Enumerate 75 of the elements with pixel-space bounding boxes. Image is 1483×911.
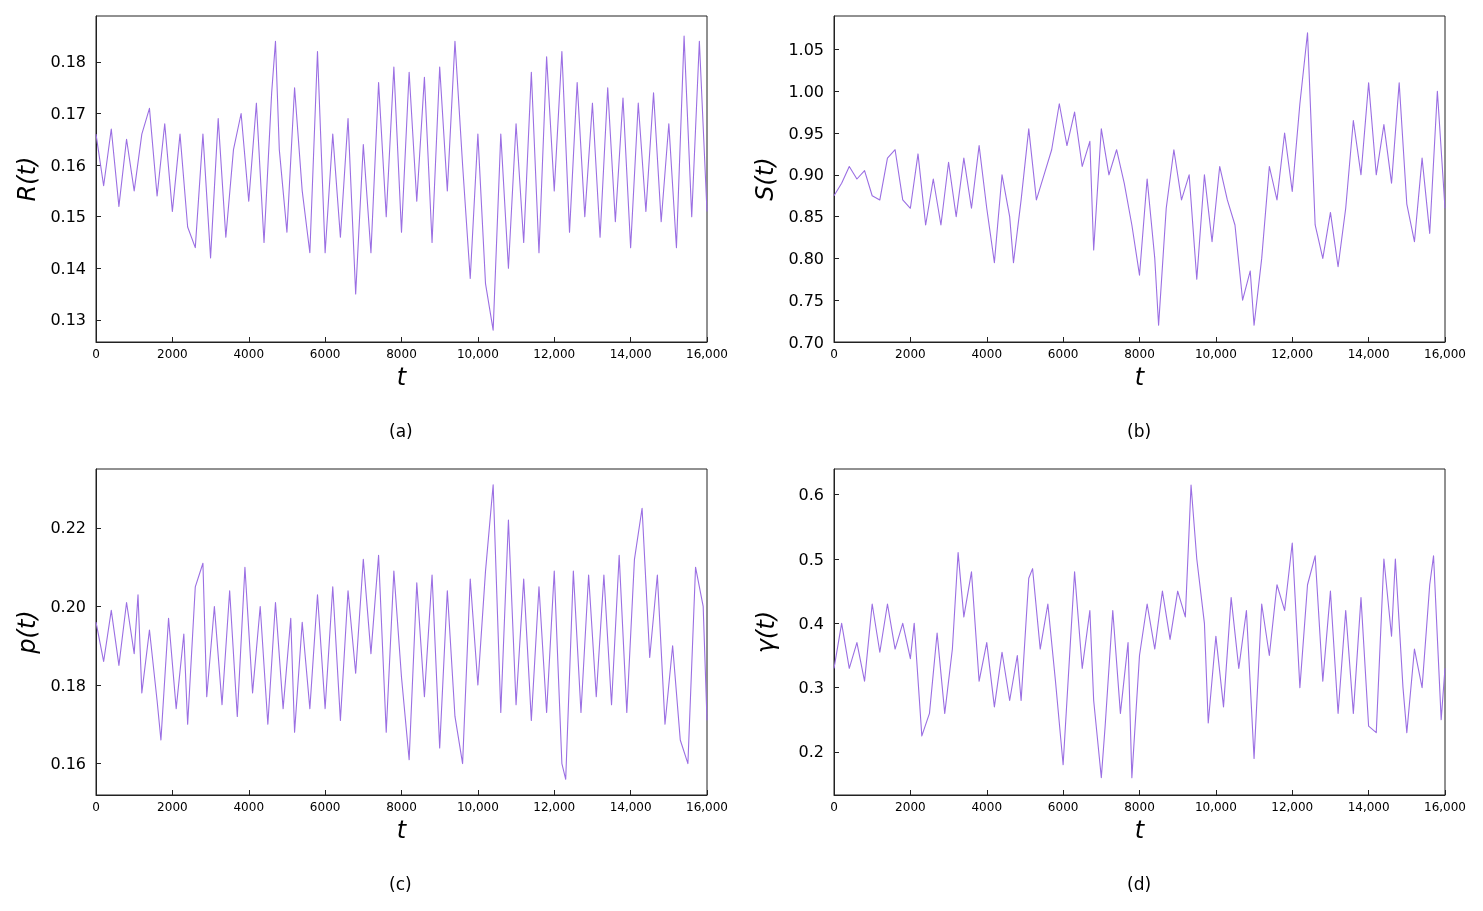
x-tick-label: 10,000	[1194, 800, 1237, 814]
y-tick-label: 0.13	[50, 310, 86, 330]
y-tick-label: 0.18	[50, 52, 86, 72]
x-tick-label: 6000	[309, 347, 341, 361]
y-tick-label: 0.2	[798, 742, 824, 762]
x-tick-label: 0	[92, 800, 100, 814]
y-tick-label: 0.16	[50, 155, 86, 175]
y-axis-title: p(t)	[13, 610, 42, 655]
x-tick-label: 2000	[157, 800, 188, 814]
x-tick-label: 16,000	[1424, 800, 1466, 814]
x-tick-label: 2000	[895, 800, 926, 814]
y-tick-label: 0.17	[50, 103, 86, 123]
x-tick-label: 6000	[1047, 800, 1079, 814]
x-tick-label: 10,000	[456, 800, 499, 814]
x-axis-title: t	[1134, 815, 1146, 844]
x-tick-label: 12,000	[533, 800, 576, 814]
x-tick-label: 4000	[233, 347, 265, 361]
x-tick-label: 0	[830, 800, 838, 814]
x-tick-label: 16,000	[686, 347, 728, 361]
y-tick-label: 0.20	[50, 596, 86, 616]
y-tick-label: 0.15	[50, 207, 86, 227]
y-tick-label: 0.80	[788, 248, 824, 268]
line-series	[95, 484, 708, 780]
y-tick-label: 0.16	[50, 754, 86, 774]
x-tick-label: 16,000	[1424, 347, 1466, 361]
text: (c)	[389, 873, 412, 894]
y-tick-label: 0.6	[798, 485, 824, 505]
x-tick-label: 8000	[1124, 347, 1155, 361]
x-tick-label: 4000	[233, 800, 265, 814]
text: (d)	[1127, 873, 1152, 894]
x-tick-label: 16,000	[686, 800, 728, 814]
y-axis-title: γ(t)	[752, 610, 780, 654]
y-tick-label: 0.4	[798, 613, 824, 633]
text: (b)	[1127, 420, 1152, 441]
x-tick-label: 12,000	[1271, 347, 1314, 361]
line-series	[95, 35, 708, 331]
x-tick-label: 2000	[895, 347, 926, 361]
x-tick-label: 10,000	[456, 347, 499, 361]
x-tick-label: 14,000	[609, 347, 652, 361]
y-tick-label: 0.18	[50, 675, 86, 695]
y-axis-title: S(t)	[751, 157, 780, 201]
x-tick-label: 12,000	[533, 347, 576, 361]
x-tick-label: 4000	[971, 347, 1003, 361]
x-axis-title: t	[1134, 362, 1146, 391]
y-tick-label: 0.3	[798, 678, 824, 698]
x-axis-title: t	[396, 362, 408, 391]
y-tick-label: 0.90	[788, 165, 824, 185]
y-tick-label: 0.14	[50, 258, 86, 278]
y-tick-label: 0.70	[788, 332, 824, 352]
x-tick-label: 6000	[1047, 347, 1079, 361]
x-tick-label: 14,000	[609, 800, 652, 814]
y-tick-label: 0.95	[788, 123, 824, 143]
x-axis-title: t	[396, 815, 408, 844]
x-tick-label: 12,000	[1271, 800, 1314, 814]
x-tick-label: 8000	[1124, 800, 1155, 814]
line-series	[833, 484, 1446, 779]
y-tick-label: 1.00	[788, 81, 824, 101]
x-tick-label: 0	[830, 347, 838, 361]
x-tick-label: 0	[92, 347, 100, 361]
line-series	[833, 32, 1446, 326]
x-tick-label: 8000	[386, 800, 417, 814]
x-tick-label: 14,000	[1347, 347, 1390, 361]
y-tick-label: 0.75	[788, 290, 824, 310]
x-tick-label: 6000	[309, 800, 341, 814]
y-tick-label: 1.05	[788, 39, 824, 59]
x-tick-label: 10,000	[1194, 347, 1237, 361]
x-tick-label: 14,000	[1347, 800, 1390, 814]
x-tick-label: 8000	[386, 347, 417, 361]
text: (a)	[389, 420, 413, 441]
y-axis-title: R(t)	[13, 156, 42, 202]
y-tick-label: 0.22	[50, 518, 86, 538]
x-tick-label: 4000	[971, 800, 1003, 814]
y-tick-label: 0.85	[788, 207, 824, 227]
x-tick-label: 2000	[157, 347, 188, 361]
y-tick-label: 0.5	[798, 549, 824, 569]
